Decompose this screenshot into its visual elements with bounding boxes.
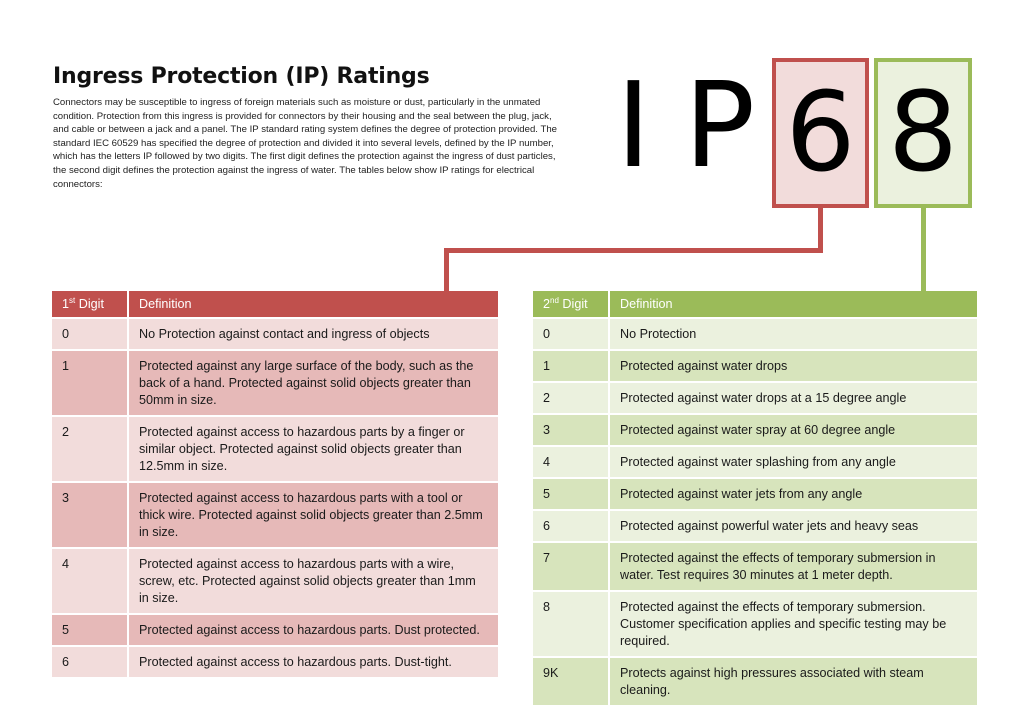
digit-cell: 5 — [533, 477, 610, 510]
first-digit-connector-to-table — [444, 248, 449, 291]
header-digit-word: Digit — [75, 297, 104, 311]
definition-cell: Protected against water drops — [609, 349, 977, 382]
table-row: 5 Protected against access to hazardous p… — [52, 613, 498, 646]
second-digit-table: 2nd Digit Definition 0 No Protection 1 Prot… — [533, 291, 977, 705]
definition-cell: Protects against high pressures associat… — [609, 656, 977, 705]
digit-cell: 3 — [533, 413, 610, 446]
second-digit-connector — [921, 208, 926, 291]
ip-letter-i: I — [616, 56, 651, 194]
header-digit-suffix: nd — [550, 295, 559, 305]
definition-cell: Protected against powerful water jets an… — [609, 509, 977, 542]
second-digit-box: 8 — [874, 58, 972, 208]
definition-cell: Protected against water jets from any an… — [609, 477, 977, 510]
first-digit-header: 1st Digit — [52, 291, 129, 318]
digit-cell: 4 — [533, 445, 610, 478]
ip-letter-p: P — [684, 56, 756, 194]
digit-cell: 3 — [52, 481, 129, 548]
first-digit-connector-down — [818, 208, 823, 252]
definition-cell: Protected against the effects of tempora… — [609, 541, 977, 591]
table-row: 1 Protected against any large surface of … — [52, 349, 498, 416]
first-digit-connector-horizontal — [444, 248, 823, 253]
digit-cell: 0 — [52, 317, 129, 350]
digit-cell: 8 — [533, 590, 610, 657]
header-digit-number: 1 — [62, 297, 70, 311]
header-digit-number: 2 — [543, 297, 551, 311]
digit-cell: 6 — [52, 645, 129, 677]
digit-cell: 2 — [52, 415, 129, 482]
digit-cell: 4 — [52, 547, 129, 614]
definition-cell: Protected against access to hazardous pa… — [128, 645, 498, 677]
digit-cell: 0 — [533, 317, 610, 350]
definition-cell: Protected against water drops at a 15 de… — [609, 381, 977, 414]
second-digit-header: 2nd Digit — [533, 291, 610, 318]
table-row: 3 Protected against water spray at 60 deg… — [533, 413, 977, 446]
table-header-row: 1st Digit Definition — [52, 291, 498, 318]
table-row: 8 Protected against the effects of tempor… — [533, 590, 977, 657]
definition-cell: No Protection against contact and ingres… — [128, 317, 498, 350]
table-row: 9K Protects against high pressures associ… — [533, 656, 977, 705]
first-digit-box: 6 — [772, 58, 869, 208]
definition-header: Definition — [609, 291, 977, 318]
definition-cell: Protected against access to hazardous pa… — [128, 481, 498, 548]
definition-cell: Protected against the effects of tempora… — [609, 590, 977, 657]
table-row: 0 No Protection against contact and ingre… — [52, 317, 498, 350]
digit-cell: 2 — [533, 381, 610, 414]
digit-cell: 9K — [533, 656, 610, 705]
definition-cell: Protected against water spray at 60 degr… — [609, 413, 977, 446]
table-row: 4 Protected against access to hazardous p… — [52, 547, 498, 614]
first-digit-table: 1st Digit Definition 0 No Protection agai… — [52, 291, 498, 677]
table-header-row: 2nd Digit Definition — [533, 291, 977, 318]
table-row: 3 Protected against access to hazardous p… — [52, 481, 498, 548]
definition-cell: No Protection — [609, 317, 977, 350]
intro-paragraph: Connectors may be susceptible to ingress… — [53, 97, 557, 190]
table-row: 2 Protected against access to hazardous p… — [52, 415, 498, 482]
table-row: 2 Protected against water drops at a 15 d… — [533, 381, 977, 414]
header-digit-suffix: st — [69, 295, 76, 305]
table-row: 6 Protected against powerful water jets a… — [533, 509, 977, 542]
page-title: Ingress Protection (IP) Ratings — [53, 64, 430, 89]
table-row: 7 Protected against the effects of tempor… — [533, 541, 977, 591]
definition-header: Definition — [128, 291, 498, 318]
header-digit-word: Digit — [558, 297, 588, 311]
table-row: 5 Protected against water jets from any a… — [533, 477, 977, 510]
definition-cell: Protected against water splashing from a… — [609, 445, 977, 478]
digit-cell: 5 — [52, 613, 129, 646]
digit-cell: 1 — [533, 349, 610, 382]
table-row: 1 Protected against water drops — [533, 349, 977, 382]
definition-cell: Protected against access to hazardous pa… — [128, 415, 498, 482]
digit-cell: 6 — [533, 509, 610, 542]
definition-cell: Protected against any large surface of t… — [128, 349, 498, 416]
table-row: 4 Protected against water splashing from … — [533, 445, 977, 478]
table-row: 6 Protected against access to hazardous p… — [52, 645, 498, 677]
table-row: 0 No Protection — [533, 317, 977, 350]
digit-cell: 7 — [533, 541, 610, 591]
definition-cell: Protected against access to hazardous pa… — [128, 547, 498, 614]
digit-cell: 1 — [52, 349, 129, 416]
definition-cell: Protected against access to hazardous pa… — [128, 613, 498, 646]
